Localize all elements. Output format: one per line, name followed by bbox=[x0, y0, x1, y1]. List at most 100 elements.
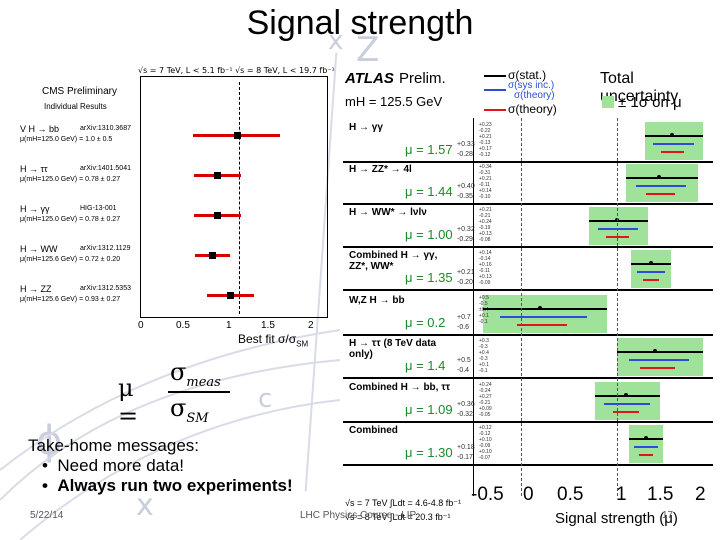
atlas-sigma-band bbox=[625, 164, 698, 202]
atlas-chart: ATLAS Prelim. mH = 125.5 GeV σ(stat.) σ(… bbox=[343, 68, 720, 540]
atlas-row-channel: Combined H → γγ, ZZ*, WW* bbox=[349, 250, 438, 272]
footer-date: 5/22/14 bbox=[30, 510, 64, 521]
atlas-row-mu: μ = 1.00 bbox=[405, 227, 453, 242]
atlas-title: ATLAS bbox=[345, 70, 394, 87]
atlas-best-fit-point bbox=[657, 175, 662, 179]
cms-x-tick: 1 bbox=[226, 320, 232, 331]
atlas-best-fit-point bbox=[653, 349, 658, 353]
atlas-lumi-7tev: √s = 7 TeV ∫Ldt = 4.6-4.8 fb⁻¹ bbox=[345, 498, 462, 508]
formula-numerator-sigma: σ bbox=[170, 358, 187, 386]
atlas-row-err-up: +0.33 bbox=[457, 141, 475, 148]
atlas-row-err-detail: +0.12 -0.12 +0.10 -0.09 +0.10 -0.07 bbox=[479, 425, 492, 461]
atlas-syst-error-bar bbox=[604, 403, 650, 405]
watermark-curves bbox=[0, 329, 340, 540]
atlas-higgs-mass: mH = 125.5 GeV bbox=[345, 94, 443, 109]
atlas-row-channel: H → ZZ* → 4l bbox=[349, 164, 412, 175]
legend-theory-blue-label: σ(theory) bbox=[514, 90, 555, 101]
atlas-x-axis-label: Signal strength (μ) bbox=[555, 510, 678, 527]
atlas-x-tick: 0 bbox=[523, 484, 534, 505]
atlas-row-err-up: +0.32 bbox=[457, 226, 475, 233]
cms-row-detail: μ(mH=125.6 GeV) = 0.93 ± 0.27 bbox=[20, 296, 121, 303]
cms-row-detail: μ(mH=125.0 GeV) = 1.0 ± 0.5 bbox=[20, 136, 113, 143]
atlas-row-divider bbox=[343, 377, 713, 379]
atlas-row-mu: μ = 0.2 bbox=[405, 315, 446, 330]
atlas-sigma-band bbox=[631, 250, 671, 288]
atlas-row-mu: μ = 1.35 bbox=[405, 270, 453, 285]
legend-band-swatch bbox=[602, 96, 614, 108]
cms-row-reference: arXiv:1310.3687 bbox=[80, 125, 131, 132]
atlas-row-err-up: +0.21 bbox=[457, 269, 475, 276]
slide-title: Signal strength bbox=[246, 4, 474, 42]
atlas-row-err-detail: +0.34 -0.31 +0.21 -0.11 +0.14 -0.10 bbox=[479, 164, 492, 200]
atlas-theory-error-bar bbox=[613, 411, 640, 413]
cms-best-fit-point bbox=[233, 132, 241, 139]
atlas-row-err-down: -0.29 bbox=[457, 236, 473, 243]
atlas-row-mu: μ = 1.57 bbox=[405, 142, 453, 157]
message-item: • Need more data! bbox=[42, 456, 185, 475]
cms-x-axis-label-text: Best fit σ/σ bbox=[238, 332, 297, 346]
atlas-theory-error-bar bbox=[639, 454, 653, 456]
cms-best-fit-point bbox=[214, 212, 222, 219]
cms-row-channel: H → γγ bbox=[20, 204, 50, 214]
atlas-row-divider bbox=[343, 464, 713, 466]
cms-subtitle: Individual Results bbox=[44, 102, 107, 111]
cms-row-reference: arXiv:1312.1129 bbox=[80, 245, 131, 252]
atlas-row-channel: H → γγ bbox=[349, 122, 383, 133]
atlas-row-divider bbox=[343, 246, 713, 248]
atlas-row-err-down: -0.20 bbox=[457, 279, 473, 286]
cms-row-reference: arXiv:1401.5041 bbox=[80, 165, 131, 172]
atlas-x-tick: 0.5 bbox=[557, 484, 584, 505]
atlas-sm-line bbox=[617, 118, 618, 496]
watermark-x-letter: x bbox=[328, 26, 344, 56]
atlas-row-err-down: -0.17 bbox=[457, 454, 473, 461]
take-home-messages: Take-home messages: • Need more data! • … bbox=[28, 436, 293, 496]
message-item-text: Always run two experiments! bbox=[57, 476, 293, 495]
cms-best-fit-point bbox=[227, 292, 235, 299]
atlas-best-fit-point bbox=[648, 261, 653, 265]
atlas-row-err-down: -0.35 bbox=[457, 193, 473, 200]
cms-plot-frame bbox=[140, 76, 328, 318]
watermark-x-letter-bottom: x bbox=[136, 488, 154, 523]
atlas-row-channel: Combined H → bb, ττ bbox=[349, 382, 451, 393]
cms-x-axis-label-sub: SM bbox=[296, 339, 309, 349]
cms-row-channel: H → WW bbox=[20, 244, 58, 254]
watermark-c-letter: c bbox=[258, 384, 273, 414]
atlas-plot-area bbox=[473, 118, 714, 496]
atlas-row-mu: μ = 1.09 bbox=[405, 402, 453, 417]
atlas-theory-error-bar bbox=[642, 279, 659, 281]
atlas-x-tick: 1 bbox=[616, 484, 627, 505]
atlas-row-err-up: +0.5 bbox=[457, 357, 471, 364]
atlas-row-err-down: -0.4 bbox=[457, 367, 470, 374]
legend-theory-label: σ(theory) bbox=[508, 102, 557, 116]
atlas-x-tick: -0.5 bbox=[471, 484, 504, 505]
cms-x-tick: 2 bbox=[308, 320, 314, 331]
atlas-sigma-band bbox=[629, 425, 664, 463]
atlas-x-tick: 2 bbox=[695, 484, 706, 505]
atlas-row-err-detail: +0.24 -0.24 +0.27 -0.21 +0.09 -0.05 bbox=[479, 382, 492, 418]
atlas-row-channel: W,Z H → bb bbox=[349, 295, 405, 306]
atlas-best-fit-point bbox=[538, 306, 543, 310]
atlas-row-err-up: +0.40 bbox=[457, 183, 475, 190]
cms-row-detail: μ(mH=125.0 GeV) = 0.78 ± 0.27 bbox=[20, 176, 121, 183]
atlas-row-mu: μ = 1.44 bbox=[405, 184, 453, 199]
message-item: • Always run two experiments! bbox=[42, 476, 293, 495]
cms-energy-header: √s = 7 TeV, L < 5.1 fb⁻¹ √s = 8 TeV, L <… bbox=[138, 66, 335, 75]
formula-mu: μ = bbox=[118, 374, 139, 430]
cms-row-detail: μ(mH=125.6 GeV) = 0.72 ± 0.20 bbox=[20, 256, 121, 263]
watermark-z-letter: Z bbox=[356, 30, 380, 70]
atlas-zero-line bbox=[521, 118, 522, 496]
legend-total-label: Total uncertainty bbox=[600, 70, 679, 105]
atlas-theory-error-bar bbox=[645, 193, 675, 195]
atlas-best-fit-point bbox=[623, 393, 628, 397]
atlas-row-err-detail: +0.14 -0.14 +0.16 -0.11 +0.13 -0.09 bbox=[479, 250, 492, 286]
atlas-syst-error-bar bbox=[652, 143, 694, 145]
atlas-total-error-bar bbox=[617, 351, 704, 353]
atlas-sigma-band bbox=[617, 338, 704, 376]
legend-band-label: ± 1σ on μ bbox=[618, 94, 682, 111]
cms-best-fit-point bbox=[214, 172, 222, 179]
atlas-row-channel: H → WW* → lνlν bbox=[349, 207, 427, 218]
cms-x-tick: 0 bbox=[138, 320, 144, 331]
atlas-prelim: Prelim. bbox=[399, 70, 446, 87]
cms-row-channel: H → ZZ bbox=[20, 284, 52, 294]
message-item-text: Need more data! bbox=[57, 456, 185, 475]
